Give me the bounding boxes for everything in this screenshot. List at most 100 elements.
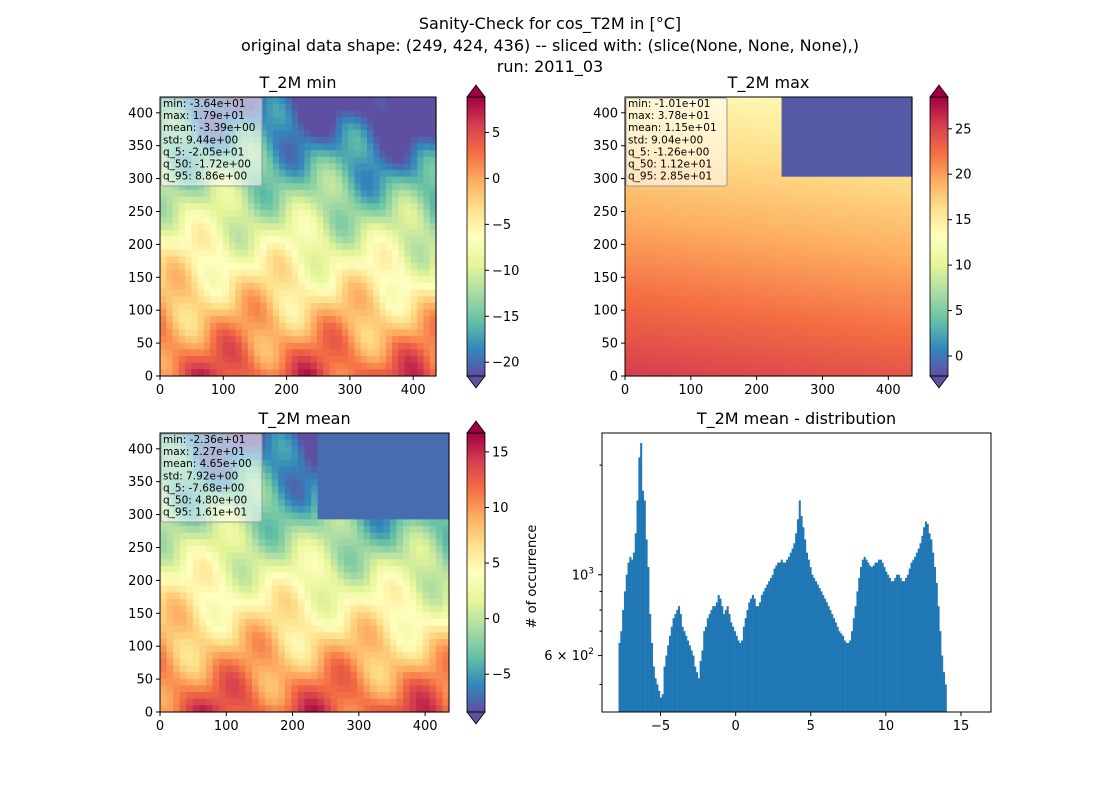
axes-frame [601, 432, 992, 713]
histogram-bar [737, 640, 740, 712]
y-tick-label: 103 [572, 566, 594, 583]
histogram-bar [908, 568, 911, 712]
histogram-bar [735, 635, 738, 712]
histogram-bar [831, 614, 834, 712]
histogram-bar [685, 635, 688, 712]
panel-title: T_2M mean [257, 409, 350, 429]
stats-line: q_5: -2.05e+01 [163, 146, 244, 158]
histogram-bar [847, 642, 850, 712]
colorbar-tick-label: −15 [492, 310, 519, 325]
histogram-bar [631, 559, 634, 712]
histogram-bar [818, 587, 821, 712]
histogram-bar [670, 626, 673, 712]
histogram-bar [784, 562, 787, 712]
histogram-bar [623, 591, 626, 712]
x-tick-label: 200 [744, 383, 769, 398]
histogram-bar [858, 577, 861, 712]
histogram-bar [683, 631, 686, 712]
y-tick-label: 300 [128, 172, 153, 187]
histogram-bar [679, 614, 682, 712]
histogram-bar [706, 618, 709, 712]
colorbar-tick-label: 0 [492, 172, 500, 187]
histogram-bar [885, 571, 888, 712]
x-tick-label: 5 [807, 719, 815, 734]
y-tick-label: 350 [128, 475, 153, 490]
histogram-bar [741, 640, 744, 712]
histogram-bar [804, 539, 807, 712]
histogram-bar [678, 606, 681, 712]
histogram-bar [627, 562, 630, 712]
histogram-bar [665, 655, 668, 712]
colorbar-extend-bottom [929, 375, 949, 389]
histogram-bar [894, 577, 897, 712]
histogram-bar [699, 660, 702, 712]
histogram-bar [672, 618, 675, 712]
histogram-bar [802, 527, 805, 712]
histogram-bar [809, 567, 812, 712]
histogram-bar [796, 519, 799, 712]
y-tick-label: 150 [593, 271, 618, 286]
x-tick-label: 100 [214, 719, 239, 734]
histogram-bar [723, 614, 726, 712]
histogram-bar [769, 577, 772, 712]
histogram-bar [668, 635, 672, 712]
histogram-bar [813, 577, 816, 712]
histogram-bar [755, 606, 758, 712]
histogram-bar [753, 598, 756, 712]
histogram-bar [643, 500, 646, 712]
histogram-bar [632, 552, 635, 712]
x-tick-label: 300 [337, 383, 362, 398]
histogram-bar [899, 577, 902, 712]
colorbar-frame [466, 96, 486, 377]
colorbar: 5 0 −5 −10 −15 −20 [466, 84, 519, 389]
histogram-bar [941, 655, 944, 712]
x-tick-label: 100 [211, 383, 236, 398]
colorbar-extend-bottom [466, 711, 486, 725]
colorbar-tick-label: 20 [955, 168, 972, 183]
histogram-bar [833, 618, 836, 712]
x-tick-label: 400 [413, 719, 438, 734]
stats-line: std: 9.04e+00 [628, 134, 703, 146]
histogram-bar [881, 562, 884, 712]
stats-line: q_95: 2.85e+01 [628, 171, 712, 183]
y-tick-label: 50 [601, 337, 618, 352]
histogram-bar [814, 581, 818, 712]
histogram-bar [649, 614, 652, 712]
histogram-bar [944, 684, 947, 712]
histogram-bar [744, 618, 747, 712]
histogram-bar [732, 626, 735, 712]
histogram-bar [647, 567, 650, 712]
colorbar-tick-label: 5 [955, 304, 963, 319]
histogram-bar [807, 559, 810, 712]
x-tick-label: 300 [810, 383, 835, 398]
colorbar-tick-label: 10 [955, 259, 972, 274]
stats-line: q_5: -1.26e+00 [628, 146, 709, 158]
histogram-bar [917, 548, 920, 712]
histogram-bar [688, 645, 691, 712]
y-tick-label: 0 [610, 370, 618, 385]
histogram-bar [717, 594, 720, 712]
stats-line: min: -3.64e+01 [163, 98, 245, 110]
y-tick-label: 50 [136, 673, 153, 688]
histogram-bar [777, 562, 780, 712]
histogram-bar [703, 631, 706, 712]
histogram-bar [746, 610, 749, 712]
histogram-bar [854, 606, 857, 712]
y-tick-label: 150 [128, 607, 153, 622]
x-tick-label: 15 [953, 719, 970, 734]
histogram-bar [742, 626, 745, 712]
colorbar-extend-top [466, 420, 486, 434]
histogram-bar [870, 567, 873, 712]
histogram-bar [811, 574, 814, 712]
histogram-bar [906, 574, 909, 712]
histogram-bars [618, 442, 947, 712]
colorbar-tick-label: 15 [492, 445, 509, 460]
histogram-bar [890, 581, 893, 712]
x-tick-label: 100 [678, 383, 703, 398]
histogram-bar [860, 567, 863, 712]
colorbar-tick-label: 0 [955, 350, 963, 365]
histogram-bar [896, 574, 899, 712]
